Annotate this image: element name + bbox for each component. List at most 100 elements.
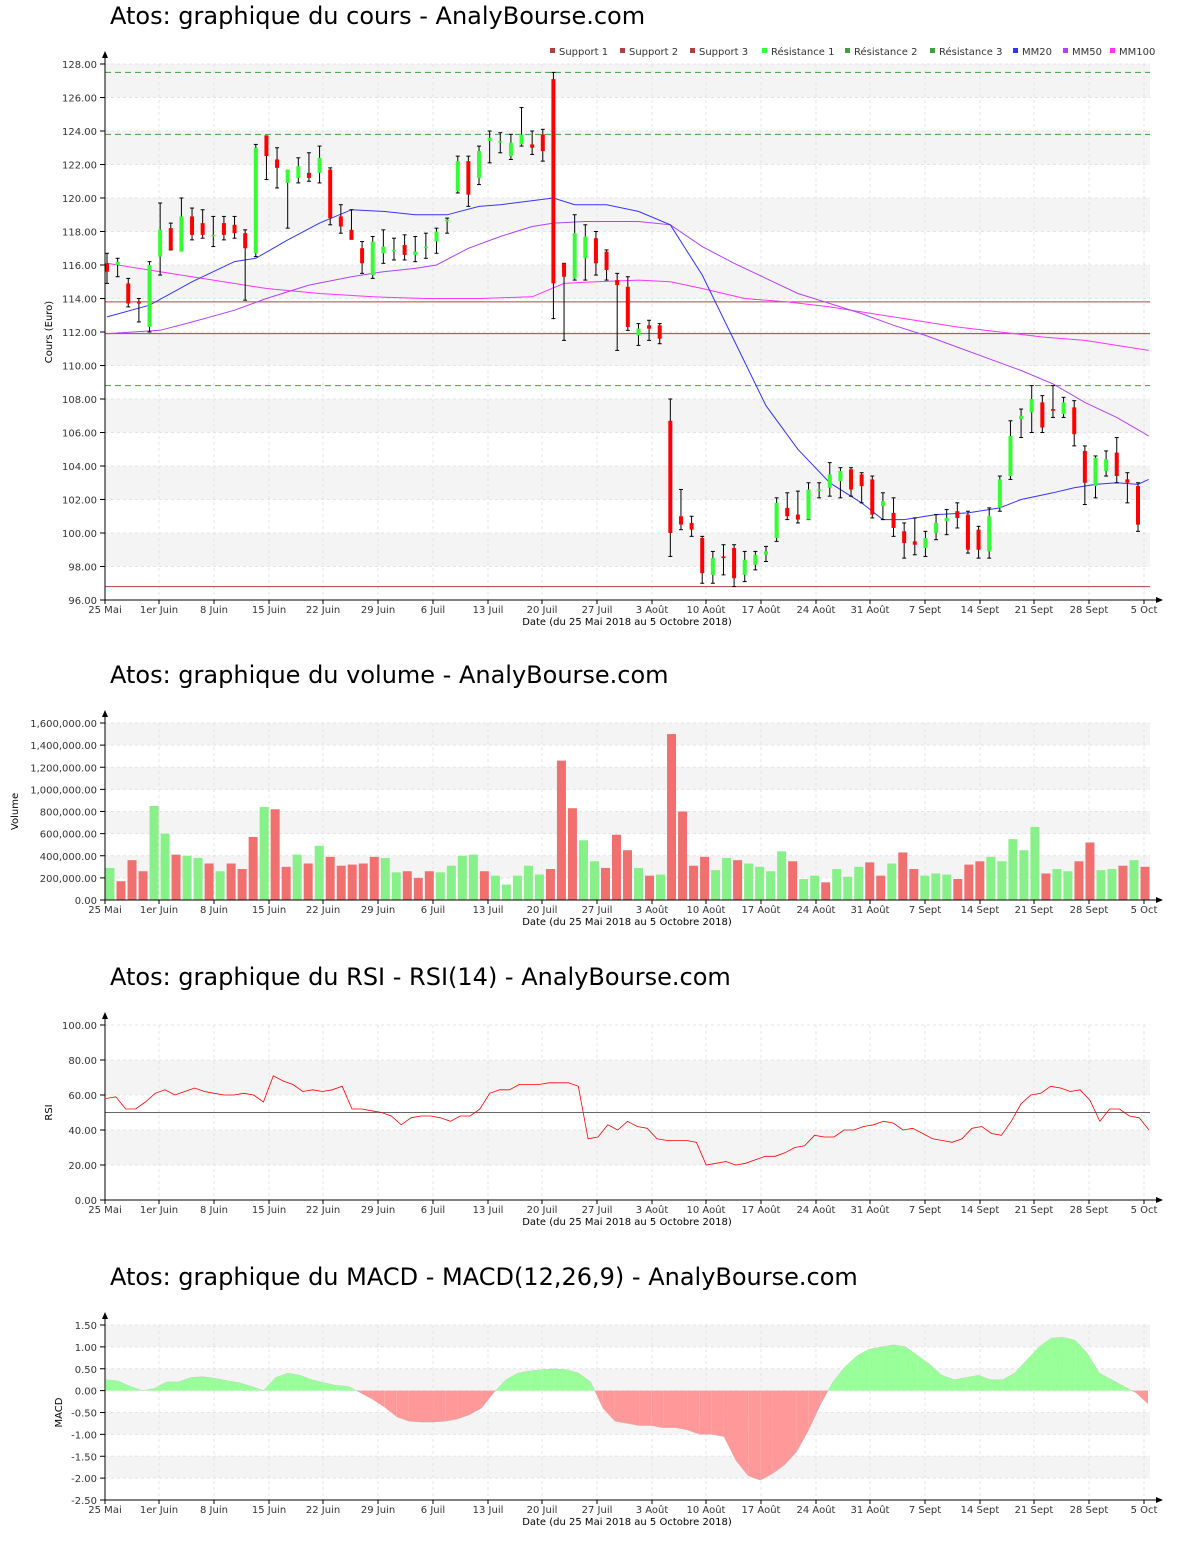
macd-outline xyxy=(105,1337,1149,1481)
candle-body xyxy=(179,216,184,252)
y-tick-label: 108.00 xyxy=(62,395,97,406)
x-tick-label: 25 Mai xyxy=(88,905,121,916)
x-tick-label: 7 Sept xyxy=(909,1205,941,1216)
macd-area-segment xyxy=(990,1379,1003,1391)
x-tick-label: 27 Juil xyxy=(582,605,613,616)
volume-bar xyxy=(689,865,699,900)
volume-bar xyxy=(391,872,401,900)
candle-body xyxy=(785,507,790,517)
mm100-line xyxy=(106,262,1149,351)
candle-body xyxy=(434,231,439,242)
volume-bar xyxy=(138,871,148,900)
macd-area-segment xyxy=(929,1364,942,1391)
macd-area-segment xyxy=(723,1390,736,1461)
x-axis-label: Date (du 25 Mai 2018 au 5 Octobre 2018) xyxy=(522,917,732,928)
x-tick-label: 6 Juil xyxy=(421,1505,445,1516)
candle-body xyxy=(583,236,588,259)
macd-area-segment xyxy=(1075,1340,1088,1391)
volume-bar xyxy=(931,873,941,900)
x-axis-label: Date (du 25 Mai 2018 au 5 Octobre 2018) xyxy=(522,1217,732,1228)
macd-area-segment xyxy=(711,1390,724,1437)
macd-area-segment xyxy=(360,1390,373,1400)
x-tick-label: 15 Juin xyxy=(252,605,286,616)
volume-bar xyxy=(623,850,632,900)
volume-bar xyxy=(733,860,743,900)
x-axis-label: Date (du 25 Mai 2018 au 5 Octobre 2018) xyxy=(522,1517,732,1528)
macd-area-segment xyxy=(942,1375,955,1391)
x-axis-arrow xyxy=(1156,1497,1163,1503)
legend-label: Résistance 2 xyxy=(854,46,917,58)
candle-body xyxy=(795,514,800,520)
candle-body xyxy=(870,479,875,515)
x-tick-label: 7 Sept xyxy=(909,1505,941,1516)
x-tick-label: 17 Août xyxy=(742,904,781,916)
chart-2: Atos: graphique du RSI - RSI(14) - Analy… xyxy=(44,963,1163,1228)
x-tick-label: 31 Août xyxy=(851,1204,890,1216)
volume-bar xyxy=(711,870,721,900)
candle-body xyxy=(625,286,630,327)
macd-area-segment xyxy=(518,1370,531,1391)
y-tick-label: 1,400,000.00 xyxy=(30,741,97,752)
candle-body xyxy=(912,541,917,545)
candle-body xyxy=(423,246,428,249)
legend-swatch xyxy=(690,48,695,53)
volume-bar xyxy=(248,836,258,900)
macd-area-segment xyxy=(190,1376,203,1391)
candle-body xyxy=(136,301,141,304)
macd-area-segment xyxy=(699,1390,712,1435)
candle-body xyxy=(232,224,237,234)
y-tick-label: 600,000.00 xyxy=(40,830,97,841)
macd-area-segment xyxy=(772,1390,785,1474)
macd-area-segment xyxy=(917,1355,930,1391)
volume-bar xyxy=(501,884,511,900)
volume-bar xyxy=(226,863,236,900)
x-tick-label: 3 Août xyxy=(636,1504,669,1516)
macd-area-segment xyxy=(530,1369,543,1391)
macd-area-segment xyxy=(905,1346,918,1391)
volume-bar xyxy=(832,869,842,900)
legend-label: Support 1 xyxy=(559,47,608,58)
x-tick-label: 15 Juin xyxy=(252,1505,286,1516)
macd-area-segment xyxy=(639,1390,652,1426)
candle-body xyxy=(647,325,652,329)
volume-bar xyxy=(171,854,181,900)
macd-area-segment xyxy=(954,1377,967,1391)
candle-body xyxy=(477,151,482,178)
candle-body xyxy=(838,471,843,482)
macd-area-segment xyxy=(808,1390,821,1430)
candle-body xyxy=(147,265,152,327)
candle-body xyxy=(115,261,120,265)
candle-body xyxy=(349,229,354,240)
x-tick-label: 6 Juil xyxy=(421,1205,445,1216)
x-tick-label: 8 Juin xyxy=(200,1205,228,1216)
x-tick-label: 31 Août xyxy=(851,1504,890,1516)
macd-area-segment xyxy=(833,1366,846,1391)
candle-body xyxy=(880,501,885,507)
macd-area-segment xyxy=(784,1390,797,1465)
chart-title: Atos: graphique du RSI - RSI(14) - Analy… xyxy=(110,963,731,991)
macd-area-segment xyxy=(966,1375,979,1391)
grid-band xyxy=(105,64,1150,98)
grid-band xyxy=(105,1130,1150,1165)
y-tick-label: 96.00 xyxy=(68,596,97,607)
x-tick-label: 15 Juin xyxy=(252,905,286,916)
y-axis-arrow xyxy=(102,1012,108,1019)
mm20-line xyxy=(106,197,1149,521)
volume-bar xyxy=(523,865,533,900)
macd-area-segment xyxy=(566,1369,579,1391)
x-tick-label: 10 Août xyxy=(687,1504,726,1516)
volume-bar xyxy=(435,872,445,900)
candle-body xyxy=(445,219,450,222)
x-tick-label: 28 Sept xyxy=(1070,1505,1109,1516)
x-tick-label: 31 Août xyxy=(851,604,890,616)
macd-area-segment xyxy=(396,1390,409,1422)
macd-area-segment xyxy=(796,1390,809,1452)
x-tick-label: 20 Juil xyxy=(527,605,558,616)
chart-3: Atos: graphique du MACD - MACD(12,26,9) … xyxy=(54,1263,1163,1528)
candle-body xyxy=(721,556,726,559)
x-tick-label: 24 Août xyxy=(797,1504,836,1516)
y-tick-label: 104.00 xyxy=(62,462,97,473)
volume-bar xyxy=(1140,866,1150,900)
x-tick-label: 5 Oct xyxy=(1131,605,1158,616)
